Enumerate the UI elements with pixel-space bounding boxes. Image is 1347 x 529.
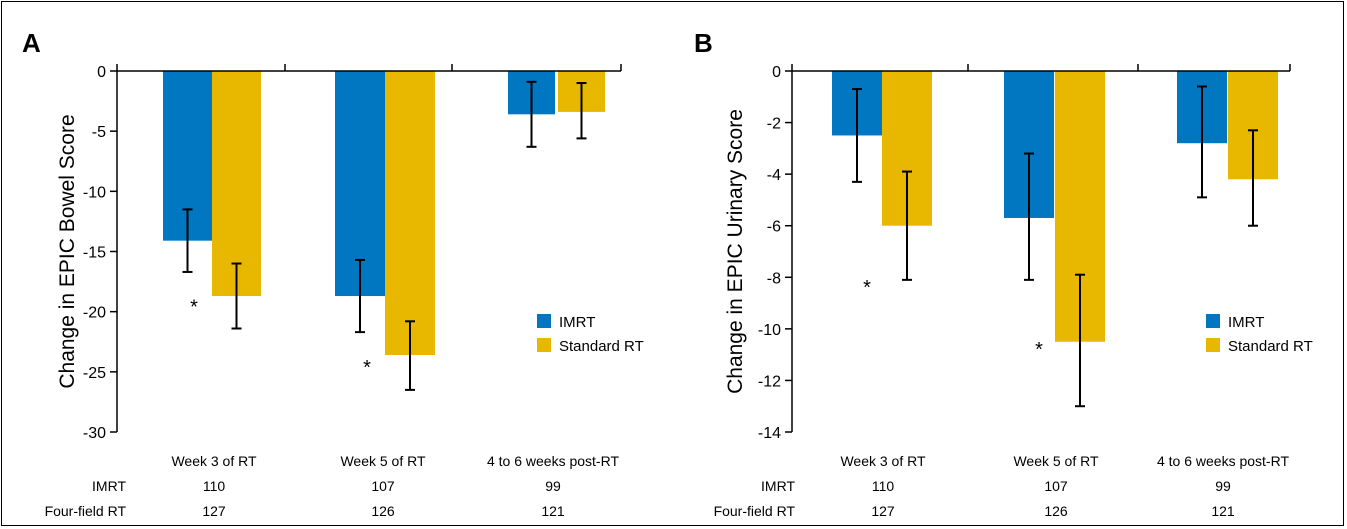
x-tick-label: 4 to 6 weeks post-RT [1157,453,1289,469]
count-value: 126 [1044,503,1068,519]
y-tick-label: -15 [83,245,106,262]
legend-label: IMRT [559,314,595,331]
y-tick-label: -14 [758,425,781,442]
y-tick-label: -30 [83,425,106,442]
legend-swatch-standard-rt [1206,338,1220,352]
count-value: 110 [872,478,895,494]
y-tick-label: 0 [97,64,106,81]
legend-label: Standard RT [559,338,644,355]
y-tick-label: -25 [83,365,106,382]
bar-standard-rt-0 [212,71,261,297]
bar-standard-rt-1 [385,71,435,355]
count-value: 127 [202,503,226,519]
y-tick-label: -4 [767,167,781,184]
y-tick-label: -2 [767,116,781,133]
panel-b-chart: B Change in EPIC Urinary Score * * 0 -2 -4 -6 -8… [694,28,1313,519]
panel-a-chart: A Change in EPIC Bowel Score * * 0 -5 -10 -15 -2… [22,28,644,519]
count-value: 121 [1211,503,1235,519]
legend-label: IMRT [1228,314,1264,331]
legend-swatch-imrt [1206,314,1220,328]
count-value: 127 [871,503,895,519]
legend-swatch-standard-rt [537,338,551,352]
x-tick-label: Week 3 of RT [171,453,257,469]
y-tick-label: -12 [758,373,781,390]
y-axis-label: Change in EPIC Urinary Score [724,109,747,394]
significance-star: * [190,297,198,319]
y-tick-label: -10 [83,184,106,201]
count-value: 99 [545,478,561,494]
count-row-label: IMRT [761,478,795,494]
significance-star: * [1035,339,1043,361]
count-value: 121 [541,503,565,519]
y-axis-label: Change in EPIC Bowel Score [56,114,79,388]
legend-label: Standard RT [1228,338,1313,355]
count-value: 107 [371,478,395,494]
y-tick-label: -8 [767,270,781,287]
significance-star: * [863,277,871,299]
y-tick-label: -5 [92,124,106,141]
count-row-label: Four-field RT [714,503,796,519]
legend-swatch-imrt [537,314,551,328]
x-tick-label: Week 5 of RT [1013,453,1099,469]
y-tick-label: -10 [758,322,781,339]
count-value: 99 [1215,478,1231,494]
significance-star: * [363,357,371,379]
y-tick-label: -20 [83,305,106,322]
y-tick-label: -6 [767,219,781,236]
bar-imrt-1 [335,71,385,297]
panel-label: B [694,28,713,58]
x-tick-label: Week 3 of RT [840,453,926,469]
x-tick-label: Week 5 of RT [340,453,426,469]
count-value: 126 [371,503,395,519]
count-value: 107 [1044,478,1068,494]
count-row-label: IMRT [92,478,126,494]
count-row-label: Four-field RT [45,503,127,519]
count-value: 110 [203,478,226,494]
x-tick-label: 4 to 6 weeks post-RT [487,453,619,469]
y-tick-label: 0 [772,64,781,81]
panel-label: A [22,28,41,58]
